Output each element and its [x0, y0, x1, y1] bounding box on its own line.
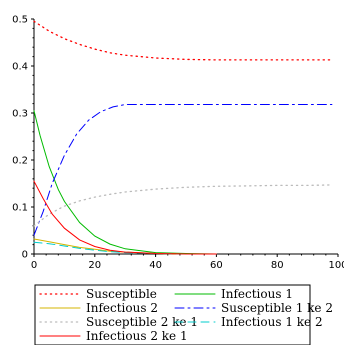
legend-label: Infectious 2 ke 1 — [86, 329, 188, 343]
y-tick-label: 0.2 — [12, 156, 28, 167]
legend-box — [34, 284, 311, 345]
series-line-infectious-2-ke-1 — [33, 180, 217, 255]
axes: 0 0.1 0.2 0.3 0.4 0.5 0 20 40 60 80 100 — [12, 15, 344, 272]
x-tick-label: 80 — [271, 260, 284, 271]
y-tick-label: 0.3 — [12, 109, 28, 120]
legend-label: Susceptible 2 ke 1 — [86, 315, 198, 329]
legend-label: Susceptible — [86, 287, 157, 301]
x-tick-label: 40 — [149, 260, 162, 271]
series-line-susceptible — [33, 20, 333, 61]
series-line-infectious-1 — [33, 110, 217, 255]
legend-label: Infectious 1 ke 2 — [221, 315, 323, 329]
legend-label: Susceptible 1 ke 2 — [221, 301, 333, 315]
series-line-susceptible-2-ke-1 — [33, 184, 333, 227]
plot-area — [33, 20, 333, 255]
legend-label: Infectious 2 — [86, 301, 158, 315]
series-line-susceptible-1-ke-2 — [33, 104, 333, 236]
legend-label: Infectious 1 — [221, 287, 293, 301]
x-tick-label: 100 — [328, 260, 344, 271]
y-tick-label: 0.1 — [12, 203, 28, 214]
x-tick-label: 0 — [31, 260, 37, 271]
x-tick-label: 20 — [88, 260, 101, 271]
y-tick-label: 0.5 — [12, 15, 28, 26]
x-tick-label: 60 — [210, 260, 223, 271]
y-tick-label: 0 — [22, 250, 28, 261]
y-tick-label: 0.4 — [12, 62, 28, 73]
